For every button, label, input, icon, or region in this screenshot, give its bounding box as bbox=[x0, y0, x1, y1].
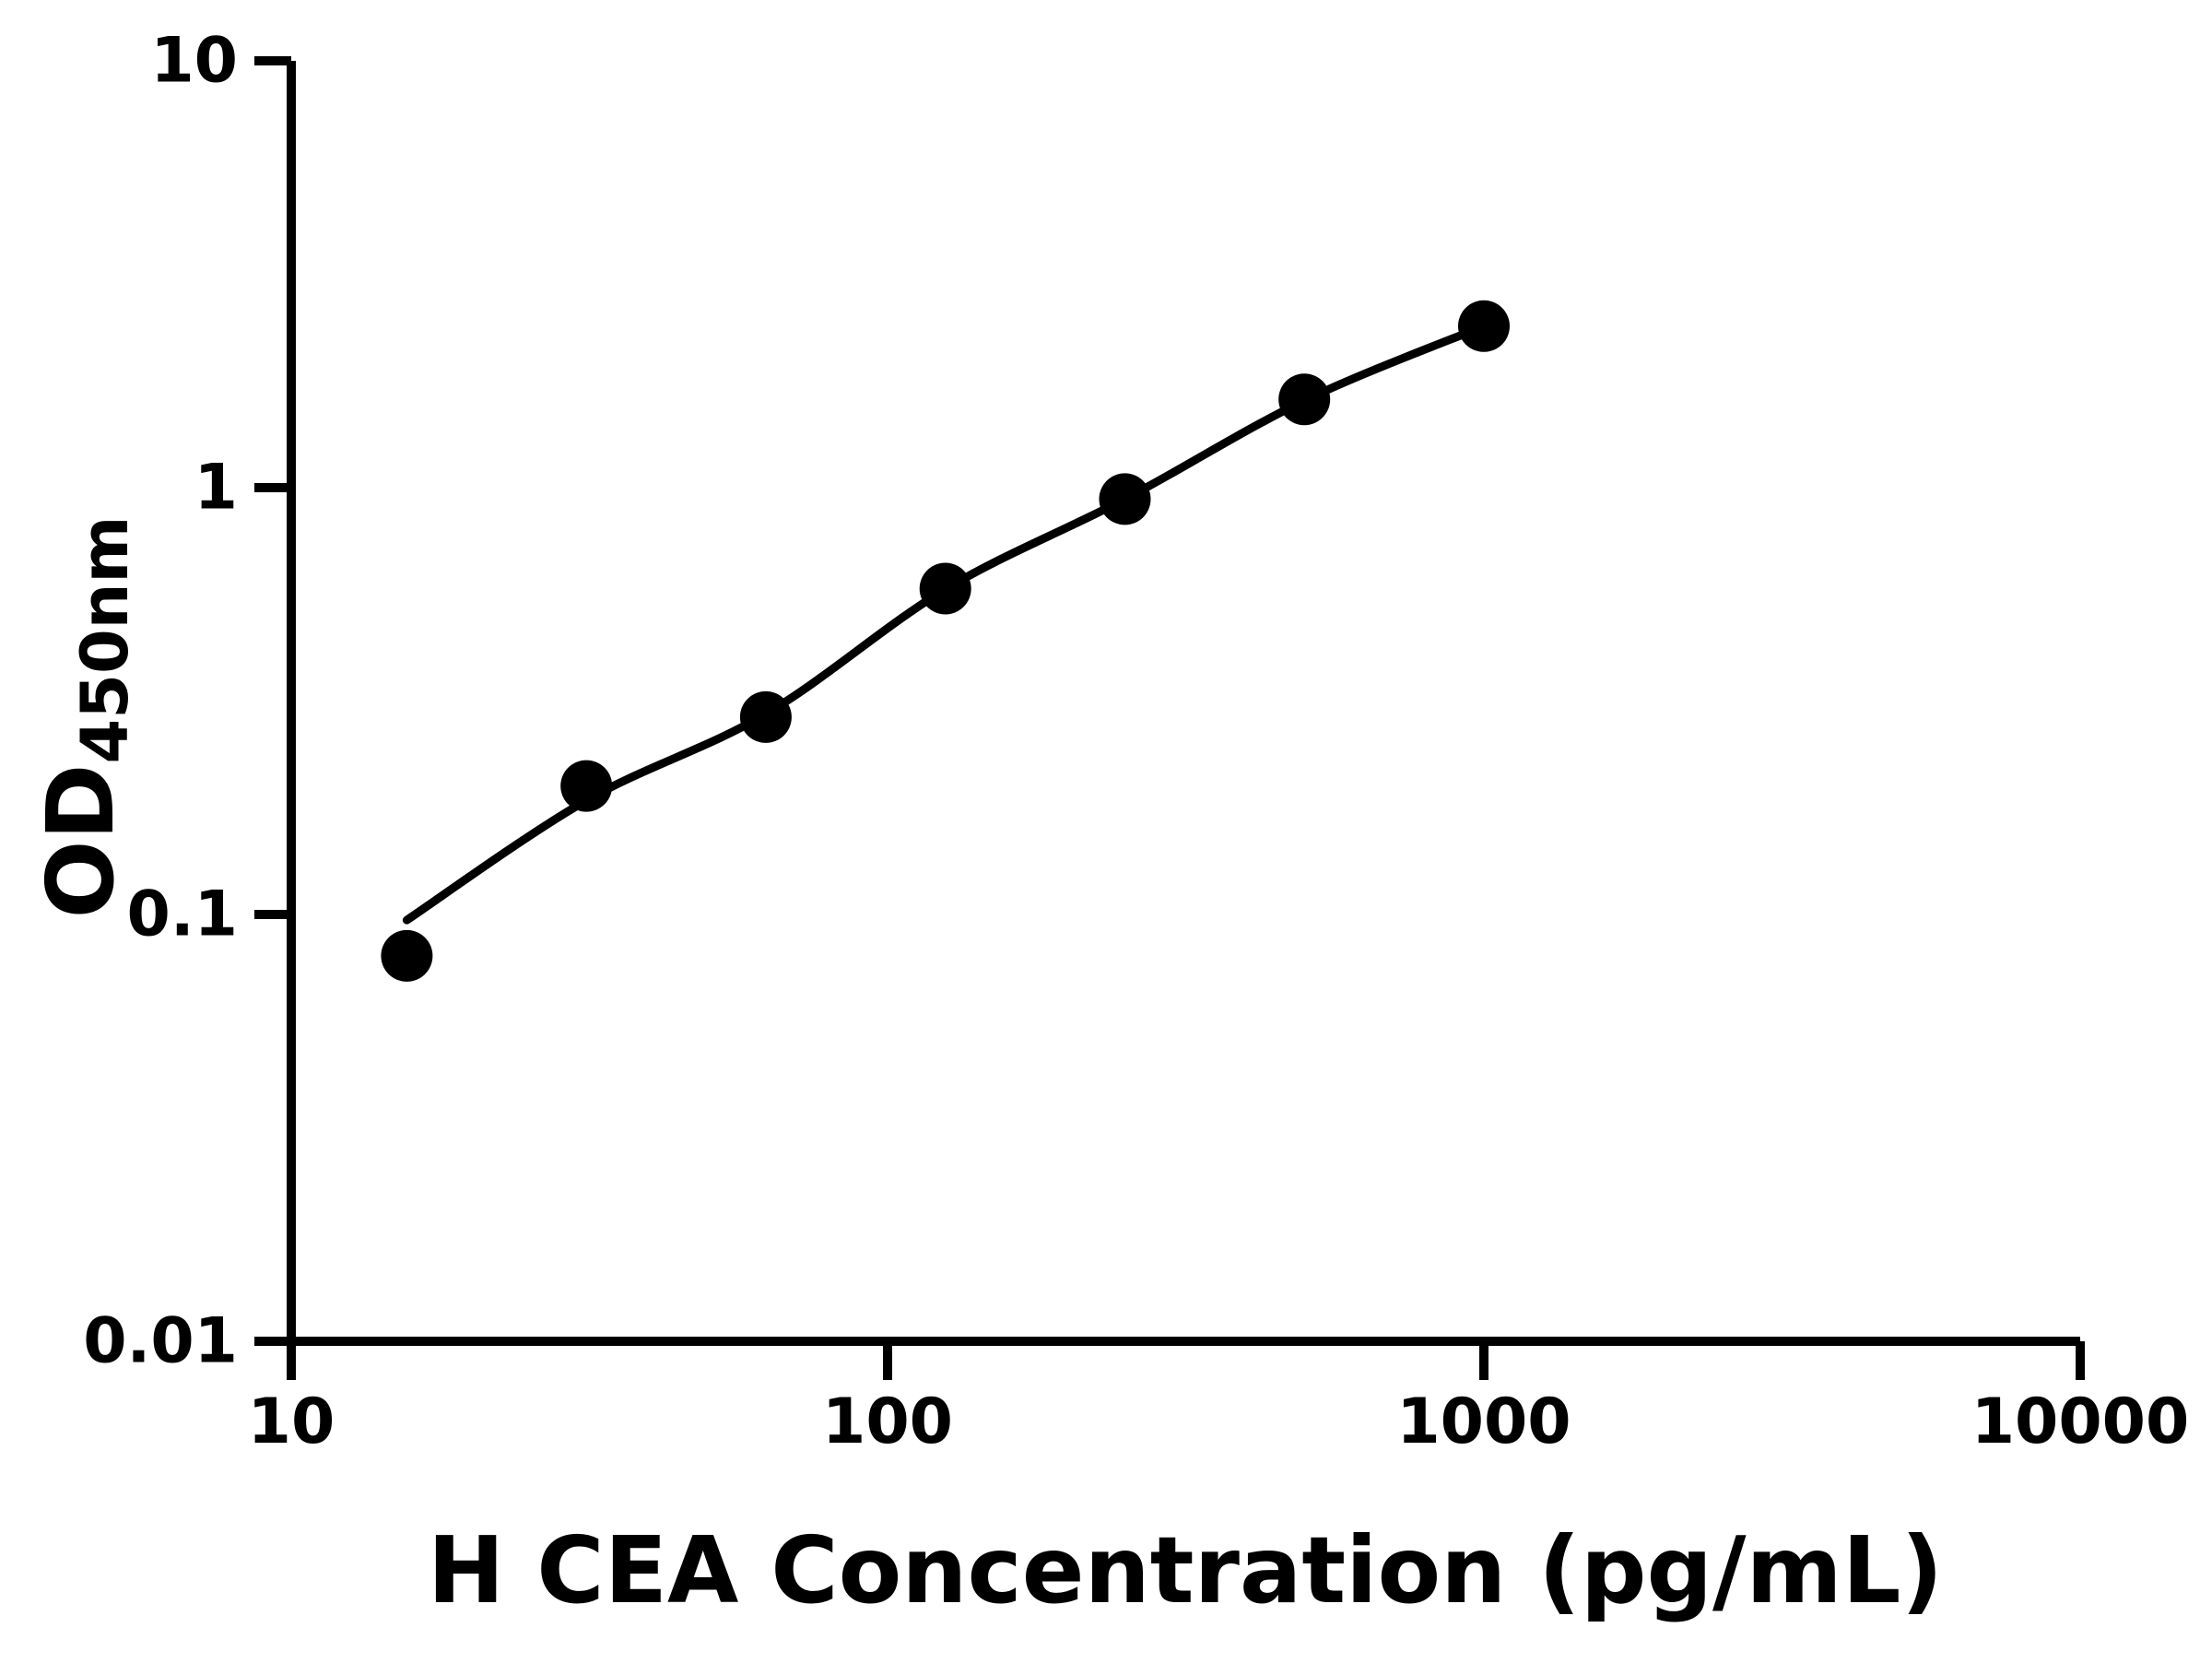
axes-layer bbox=[287, 61, 2080, 1346]
y-axis-title: OD450nm bbox=[27, 516, 143, 919]
x-tick-label: 10 bbox=[248, 1386, 335, 1458]
data-point bbox=[1458, 300, 1510, 352]
y-axis-title-subscript: 450nm bbox=[67, 516, 143, 764]
y-tick-label: 0.1 bbox=[127, 879, 238, 951]
x-axis-title: H CEA Concentration (pg/mL) bbox=[428, 1516, 1943, 1624]
x-tick-label: 10000 bbox=[1971, 1386, 2190, 1458]
x-tick-label: 1000 bbox=[1396, 1386, 1571, 1458]
data-point bbox=[1278, 373, 1331, 426]
y-tick-label: 1 bbox=[194, 452, 238, 525]
data-point bbox=[739, 690, 792, 743]
y-tick-label: 10 bbox=[150, 25, 238, 98]
x-tick-label: 100 bbox=[822, 1386, 953, 1458]
y-tick-label: 0.01 bbox=[83, 1305, 238, 1378]
data-point bbox=[381, 929, 433, 982]
data-point bbox=[919, 562, 971, 615]
data-point bbox=[560, 760, 613, 812]
y-axis-title-base: OD bbox=[27, 763, 135, 918]
data-layer bbox=[381, 300, 1510, 982]
data-point bbox=[1099, 473, 1151, 525]
